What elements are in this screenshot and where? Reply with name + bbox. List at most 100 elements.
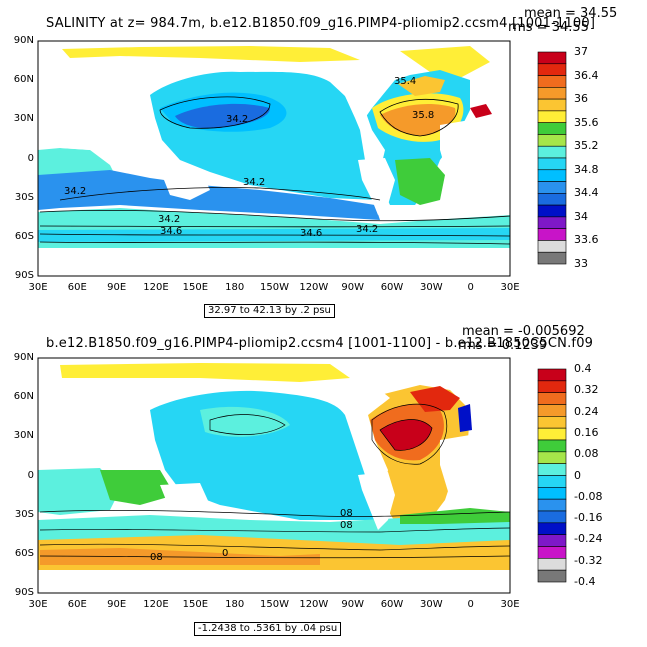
south-america-diff [358,472,395,530]
africa-diff [440,435,486,508]
lat-tick-label: 60N [13,74,34,86]
colorbar-label: 0.24 [574,404,599,418]
colorbar-label: 35.2 [574,139,599,153]
panel1-map [38,41,511,276]
north-america [330,70,395,118]
colorbar-swatch [537,110,567,123]
colorbar-label: 37 [574,45,588,58]
colorbar-swatch [537,98,567,112]
lon-tick-label: 30E [28,599,48,610]
colorbar-swatch [537,169,567,182]
nordic-diff [410,386,460,412]
lat-tick-label: 30S [14,508,34,520]
lat-tick-label: 60S [14,230,34,242]
contour-label: 34.2 [64,186,87,197]
colorbar-swatch [537,427,567,441]
colorbar-label: 34.4 [574,186,599,200]
colorbar-label: 36 [574,92,588,106]
north-atlantic-max-diff [380,419,432,451]
lat-tick-label: 90S [14,270,34,281]
lon-tick-label: 90E [107,282,127,293]
lat-tick-label: 30N [13,113,34,125]
eurasia-diff [38,380,150,462]
lon-tick-label: 60E [67,599,87,610]
colorbar-swatch [537,87,567,100]
colorbar-label: -0.4 [574,575,596,588]
north-america-diff [330,386,390,415]
lon-tick-label: 60E [67,282,87,293]
africa [440,120,486,195]
lon-tick-label: 60W [380,599,404,610]
southern-band [38,170,380,220]
lon-tick-label: 120W [299,282,329,293]
colorbar-swatch [537,510,567,524]
colorbar-swatch [537,392,567,405]
colorbar-swatch [537,487,567,500]
lon-tick-label: 30E [500,599,520,610]
lon-tick-label: 150E [182,599,209,610]
lon-tick-label: 30E [500,282,520,293]
colorbar-label: 33.6 [574,233,599,247]
panel2-range-note: -1.2438 to .5361 by .04 psu [194,622,342,636]
colorbar-swatch [537,134,567,147]
panel2-contours [39,403,511,559]
panel1-frame [37,40,511,277]
colorbar-swatch [537,228,567,241]
colorbar-label: -0.16 [574,511,603,525]
south-america [358,158,395,215]
lat-tick-label: 90S [14,587,34,598]
contour-label: 35.8 [412,110,435,121]
colorbar-swatch [537,181,567,194]
panel2-mean: mean = -0.005692 [462,324,585,339]
lat-tick-label: 0 [27,469,34,481]
colorbar-label: -0.08 [574,489,603,503]
lon-tick-label: 180 [225,599,245,610]
north-pacific-diff [200,406,290,437]
colorbar-swatch [537,240,567,253]
contour-label: 34.2 [158,214,181,225]
contour-label: 0 [222,548,229,559]
panel2-frame [37,357,511,594]
contour-label: 08 [340,508,353,519]
labrador [398,76,445,96]
colorbar-swatch [537,569,567,583]
colorbar-swatch [537,193,567,206]
contour-label: 34.6 [300,228,323,239]
colorbar-label: 0.4 [574,362,592,375]
lon-tick-label: 0 [467,599,474,610]
lat-tick-label: 60S [14,547,34,559]
panel1-colorbar [537,51,567,265]
lon-tick-label: 120E [143,599,169,610]
contour-label: 34.2 [356,224,379,235]
colorbar-label: 0.08 [574,447,599,461]
lat-tick-label: 90N [13,352,34,363]
colorbar-swatch [537,416,567,429]
contour-label: 08 [340,520,353,531]
colorbar-swatch [537,522,567,535]
nordic-seas [400,46,490,78]
lon-tick-label: 0 [467,282,474,293]
lon-tick-label: 60W [380,282,404,293]
colorbar-swatch [537,475,567,488]
colorbar-swatch [537,51,567,65]
labrador-diff [458,404,472,432]
colorbar-swatch [537,380,567,393]
colorbar-label: 0.16 [574,425,599,439]
lon-tick-label: 30E [28,282,48,293]
north-atlantic-max [380,104,456,136]
south-atlantic [395,158,445,205]
lon-tick-label: 150W [260,282,289,293]
panel2-colorbar [537,368,567,583]
lon-tick-label: 90E [107,599,127,610]
colorbar-swatch [537,157,567,171]
lon-tick-label: 30W [420,282,443,293]
colorbar-swatch [537,451,567,464]
lon-tick-label: 90W [341,282,364,293]
colorbar-swatch [537,498,567,512]
eurasia [38,60,150,150]
lon-tick-label: 150W [260,599,289,610]
lon-tick-label: 150E [182,282,209,293]
colorbar-swatch [537,546,567,559]
panel2-title: b.e12.B1850.f09_g16.PIMP4-pliomip2.ccsm4… [46,336,594,351]
colorbar-swatch [537,122,567,135]
